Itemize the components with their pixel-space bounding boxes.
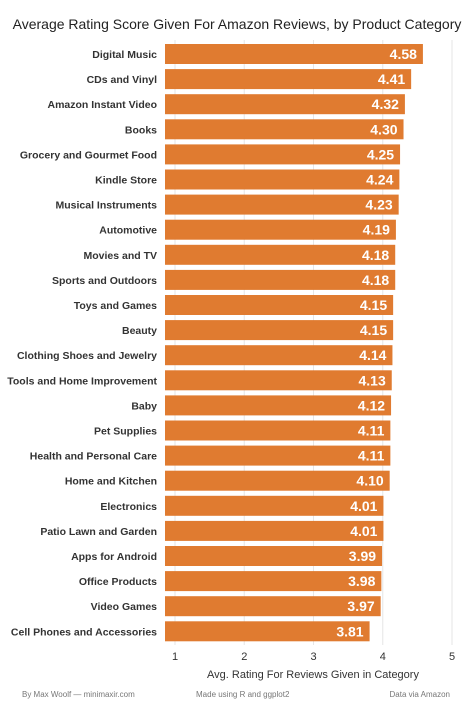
category-label-23: Cell Phones and Accessories	[11, 626, 157, 638]
value-label-18: 4.01	[350, 498, 377, 514]
bars	[165, 44, 423, 642]
category-label-20: Apps for Android	[71, 551, 157, 563]
bar-3	[165, 119, 404, 140]
bar-11	[165, 320, 394, 341]
x-axis-label: Avg. Rating For Reviews Given in Categor…	[207, 669, 419, 681]
category-label-1: CDs and Vinyl	[87, 74, 157, 86]
x-tick-label-2: 3	[310, 651, 316, 663]
value-label-14: 4.12	[358, 397, 385, 413]
bar-12	[165, 345, 393, 366]
category-label-10: Toys and Games	[74, 300, 157, 312]
footer-author: By Max Woolf — minimaxir.com	[22, 690, 135, 699]
value-label-21: 3.98	[348, 573, 375, 589]
category-label-13: Tools and Home Improvement	[7, 375, 157, 387]
value-label-4: 4.25	[367, 146, 394, 162]
category-label-9: Sports and Outdoors	[52, 275, 157, 287]
category-label-17: Home and Kitchen	[65, 476, 157, 488]
bar-15	[165, 420, 391, 441]
category-label-22: Video Games	[91, 601, 157, 613]
bar-13	[165, 370, 392, 391]
bar-17	[165, 470, 390, 491]
value-label-1: 4.41	[378, 71, 405, 87]
value-label-0: 4.58	[390, 46, 417, 62]
x-tick-label-1: 2	[241, 651, 247, 663]
bar-20	[165, 546, 383, 566]
value-label-7: 4.19	[363, 222, 390, 238]
category-label-0: Digital Music	[92, 49, 157, 61]
footer-source: Data via Amazon	[389, 690, 450, 699]
bar-9	[165, 269, 396, 290]
x-tick-label-0: 1	[172, 651, 178, 663]
category-label-8: Movies and TV	[83, 250, 157, 262]
bar-21	[165, 571, 382, 592]
category-label-6: Musical Instruments	[55, 200, 157, 212]
category-label-14: Baby	[131, 400, 157, 412]
category-label-12: Clothing Shoes and Jewelry	[17, 350, 157, 362]
bar-22	[165, 596, 381, 617]
bar-7	[165, 219, 396, 240]
value-label-9: 4.18	[362, 272, 389, 288]
grid-lines	[174, 40, 453, 645]
value-label-23: 3.81	[336, 623, 363, 639]
category-label-2: Amazon Instant Video	[48, 99, 158, 111]
category-label-18: Electronics	[100, 501, 157, 513]
bar-14	[165, 395, 392, 416]
category-label-3: Books	[125, 124, 157, 136]
category-label-4: Grocery and Gourmet Food	[20, 149, 157, 161]
value-label-6: 4.23	[365, 197, 392, 213]
value-label-17: 4.10	[356, 473, 383, 489]
bar-5	[165, 169, 400, 190]
bar-23	[165, 621, 370, 642]
value-label-12: 4.14	[359, 347, 386, 363]
category-labels: Digital Music CDs and Vinyl Amazon Instant…	[7, 49, 157, 638]
value-label-2: 4.32	[372, 96, 399, 112]
bar-8	[165, 244, 396, 265]
bar-10	[165, 295, 394, 315]
category-label-11: Beauty	[122, 325, 157, 337]
value-label-19: 4.01	[350, 523, 377, 539]
value-label-16: 4.11	[358, 448, 385, 464]
x-tick-labels: 1 2 3 4 5	[172, 651, 455, 663]
value-label-8: 4.18	[362, 247, 389, 263]
footer-made-with: Made using R and ggplot2	[196, 690, 290, 699]
category-label-7: Automotive	[99, 225, 157, 237]
bar-19	[165, 520, 384, 541]
x-tick-label-3: 4	[380, 651, 386, 663]
category-label-5: Kindle Store	[95, 175, 157, 187]
value-label-20: 3.99	[349, 548, 376, 564]
value-labels: 4.58 4.41 4.32 4.30 4.25 4.24 4.23 4.19 4.18 4.18…	[336, 46, 417, 639]
bar-1	[165, 69, 412, 90]
x-tick-label-4: 5	[449, 651, 455, 663]
value-label-5: 4.24	[366, 172, 393, 188]
category-label-16: Health and Personal Care	[30, 451, 157, 463]
category-label-21: Office Products	[79, 576, 157, 588]
value-label-10: 4.15	[360, 297, 387, 313]
bar-4	[165, 144, 401, 165]
category-label-15: Pet Supplies	[94, 426, 157, 438]
value-label-22: 3.97	[347, 598, 374, 614]
value-label-15: 4.11	[358, 423, 385, 439]
bar-6	[165, 194, 399, 215]
bar-18	[165, 495, 384, 516]
bar-2	[165, 94, 405, 115]
chart-title: Average Rating Score Given For Amazon Re…	[12, 16, 462, 32]
bar-0	[165, 44, 423, 64]
value-label-3: 4.30	[370, 121, 397, 137]
value-label-13: 4.13	[359, 372, 386, 388]
value-label-11: 4.15	[360, 322, 387, 338]
bar-16	[165, 445, 391, 466]
category-label-19: Patio Lawn and Garden	[40, 526, 157, 538]
